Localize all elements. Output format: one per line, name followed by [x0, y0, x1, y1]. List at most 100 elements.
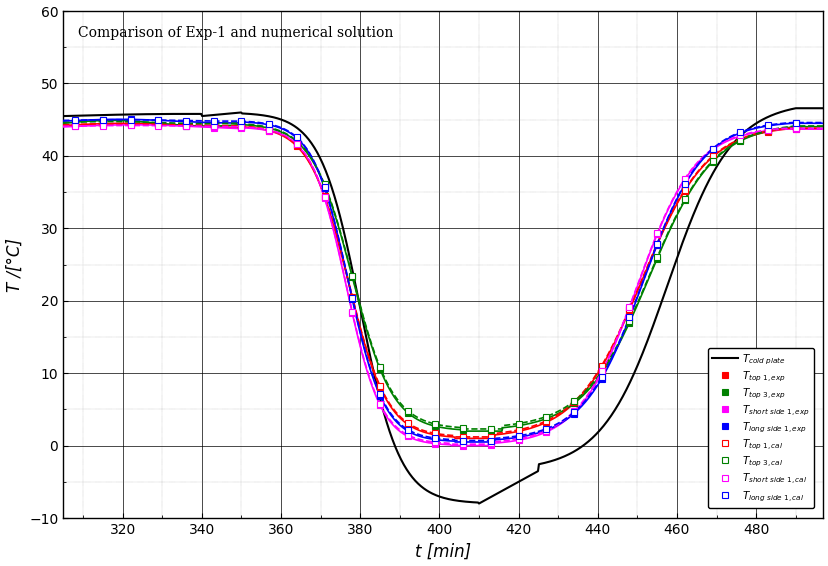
- $T_{long\ side\ 1,cal}$: [209, 118, 219, 125]
- $T_{top\ 1,exp}$: [291, 143, 301, 149]
- $T_{cold\ plate}$: [543, 458, 553, 465]
- $T_{top\ 3,cal}$: [707, 157, 717, 164]
- $T_{long\ side\ 1,exp}$: [513, 434, 523, 441]
- $T_{top\ 1,cal}$: [762, 127, 772, 134]
- $T_{top\ 3,cal}$: [153, 119, 163, 126]
- $T_{long\ side\ 1,exp}$: [264, 122, 274, 128]
- $T_{short\ side\ 1,exp}$: [264, 127, 274, 134]
- $T_{short\ side\ 1,cal}$: [596, 368, 606, 375]
- $T_{short\ side\ 1,cal}$: [513, 435, 523, 442]
- Line: $T_{short\ side\ 1,cal}$: $T_{short\ side\ 1,cal}$: [72, 123, 797, 447]
- $T_{short\ side\ 1,exp}$: [319, 195, 329, 201]
- $T_{short\ side\ 1,exp}$: [623, 305, 633, 311]
- $T_{top\ 1,exp}$: [485, 435, 495, 441]
- $T_{long\ side\ 1,cal}$: [374, 391, 384, 398]
- $T_{short\ side\ 1,cal}$: [568, 408, 578, 415]
- $T_{long\ side\ 1,exp}$: [209, 119, 219, 126]
- Line: $T_{short\ side\ 1,exp}$: $T_{short\ side\ 1,exp}$: [72, 122, 797, 448]
- $T_{top\ 3,cal}$: [568, 398, 578, 405]
- $T_{long\ side\ 1,exp}$: [541, 427, 551, 434]
- $T_{top\ 3,cal}$: [181, 120, 190, 127]
- $T_{long\ side\ 1,cal}$: [485, 437, 495, 444]
- $T_{short\ side\ 1,cal}$: [541, 427, 551, 434]
- $T_{long\ side\ 1,cal}$: [790, 119, 800, 126]
- $T_{top\ 1,exp}$: [513, 428, 523, 435]
- $T_{long\ side\ 1,exp}$: [291, 135, 301, 142]
- $T_{top\ 1,cal}$: [734, 136, 744, 143]
- $T_{long\ side\ 1,cal}$: [762, 122, 772, 128]
- Legend: $T_{cold\ plate}$, $T_{top\ 1,exp}$, $T_{top\ 3,exp}$, $T_{short\ side\ 1,exp}$,: $T_{cold\ plate}$, $T_{top\ 1,exp}$, $T_…: [707, 348, 813, 508]
- $T_{top\ 1,exp}$: [679, 187, 689, 194]
- $T_{long\ side\ 1,exp}$: [458, 439, 468, 445]
- $T_{long\ side\ 1,cal}$: [734, 129, 744, 136]
- $T_{top\ 3,exp}$: [513, 422, 523, 429]
- $T_{top\ 3,exp}$: [458, 427, 468, 434]
- $T_{short\ side\ 1,cal}$: [209, 123, 219, 130]
- $T_{short\ side\ 1,cal}$: [153, 122, 163, 129]
- $T_{top\ 1,cal}$: [596, 362, 606, 369]
- $T_{long\ side\ 1,exp}$: [568, 410, 578, 417]
- $T_{top\ 3,cal}$: [70, 119, 80, 126]
- $T_{top\ 1,exp}$: [264, 127, 274, 134]
- $T_{long\ side\ 1,exp}$: [707, 146, 717, 153]
- $T_{top\ 3,cal}$: [623, 318, 633, 324]
- $T_{top\ 3,exp}$: [652, 255, 662, 262]
- $T_{top\ 3,exp}$: [430, 423, 440, 430]
- $T_{short\ side\ 1,exp}$: [402, 433, 412, 440]
- $T_{long\ side\ 1,exp}$: [762, 122, 772, 129]
- $T_{cold\ plate}$: [500, 486, 510, 492]
- $T_{short\ side\ 1,cal}$: [485, 440, 495, 447]
- $T_{top\ 3,cal}$: [125, 118, 135, 125]
- $T_{top\ 3,exp}$: [679, 197, 689, 204]
- $T_{short\ side\ 1,cal}$: [181, 123, 190, 130]
- $T_{top\ 3,exp}$: [209, 123, 219, 130]
- $T_{top\ 3,exp}$: [153, 120, 163, 127]
- $T_{long\ side\ 1,cal}$: [181, 117, 190, 124]
- $T_{long\ side\ 1,cal}$: [70, 117, 80, 123]
- $T_{top\ 1,cal}$: [236, 122, 246, 129]
- $T_{top\ 1,exp}$: [734, 136, 744, 143]
- $T_{top\ 3,cal}$: [347, 272, 357, 279]
- Line: $T_{top\ 1,cal}$: $T_{top\ 1,cal}$: [72, 121, 797, 440]
- Line: $T_{top\ 1,exp}$: $T_{top\ 1,exp}$: [72, 121, 797, 441]
- $T_{top\ 3,exp}$: [374, 366, 384, 372]
- $T_{long\ side\ 1,cal}$: [125, 117, 135, 123]
- $T_{short\ side\ 1,exp}$: [652, 231, 662, 238]
- $T_{top\ 3,exp}$: [541, 415, 551, 422]
- $T_{top\ 1,exp}$: [707, 153, 717, 160]
- $T_{short\ side\ 1,exp}$: [679, 176, 689, 183]
- Line: $T_{long\ side\ 1,cal}$: $T_{long\ side\ 1,cal}$: [72, 117, 797, 443]
- $T_{short\ side\ 1,cal}$: [236, 123, 246, 130]
- $T_{top\ 1,exp}$: [623, 307, 633, 314]
- $T_{top\ 1,exp}$: [762, 128, 772, 135]
- $T_{top\ 3,exp}$: [98, 117, 108, 124]
- $T_{top\ 1,exp}$: [236, 124, 246, 131]
- $T_{short\ side\ 1,exp}$: [596, 370, 606, 376]
- $T_{top\ 1,cal}$: [541, 418, 551, 424]
- $T_{top\ 1,cal}$: [485, 434, 495, 440]
- $T_{top\ 3,cal}$: [596, 368, 606, 375]
- $T_{top\ 3,cal}$: [319, 181, 329, 188]
- $T_{top\ 1,exp}$: [209, 123, 219, 130]
- $T_{cold\ plate}$: [817, 105, 827, 112]
- $T_{cold\ plate}$: [105, 112, 115, 118]
- $T_{cold\ plate}$: [635, 354, 645, 361]
- $T_{top\ 3,exp}$: [402, 409, 412, 416]
- $T_{short\ side\ 1,cal}$: [70, 123, 80, 130]
- $T_{top\ 1,cal}$: [568, 398, 578, 405]
- $T_{top\ 3,exp}$: [707, 158, 717, 165]
- $T_{short\ side\ 1,exp}$: [98, 122, 108, 128]
- Line: $T_{cold\ plate}$: $T_{cold\ plate}$: [63, 108, 822, 504]
- $T_{top\ 1,exp}$: [319, 194, 329, 200]
- $T_{long\ side\ 1,cal}$: [430, 435, 440, 441]
- $T_{top\ 1,cal}$: [264, 127, 274, 134]
- $T_{top\ 1,exp}$: [153, 121, 163, 127]
- $T_{top\ 3,cal}$: [374, 364, 384, 371]
- $T_{top\ 1,exp}$: [125, 120, 135, 127]
- $T_{top\ 3,cal}$: [541, 413, 551, 420]
- $T_{top\ 3,exp}$: [347, 274, 357, 281]
- $T_{short\ side\ 1,cal}$: [762, 126, 772, 133]
- Line: $T_{long\ side\ 1,exp}$: $T_{long\ side\ 1,exp}$: [72, 117, 797, 445]
- $T_{top\ 3,exp}$: [568, 400, 578, 407]
- $T_{top\ 3,exp}$: [762, 128, 772, 135]
